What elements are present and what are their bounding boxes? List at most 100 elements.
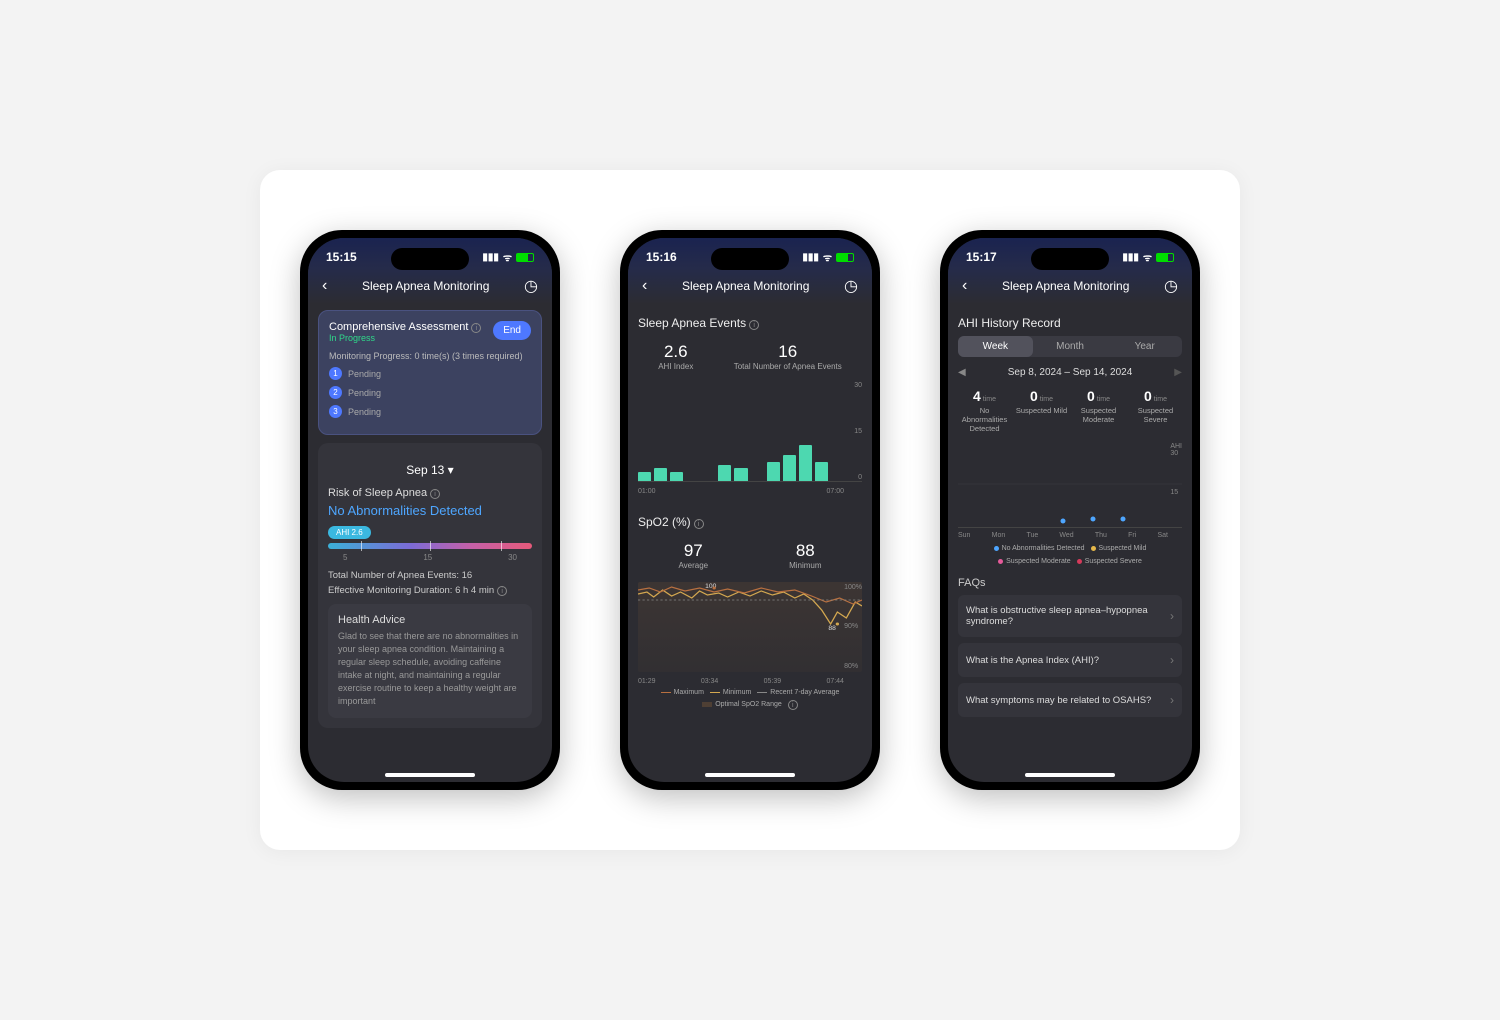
- risk-gradient: [328, 543, 532, 549]
- chevron-down-icon: ▾: [448, 463, 454, 477]
- chevron-right-icon: ›: [1170, 693, 1174, 707]
- faq-item[interactable]: What is the Apnea Index (AHI)?›: [958, 643, 1182, 677]
- notch: [711, 248, 789, 270]
- showcase-container: 15:15 ▮▮▮ ᯤ ‹ Sleep Apnea Monitoring ◷ C…: [260, 170, 1240, 850]
- info-icon[interactable]: i: [788, 700, 798, 710]
- phone-3: 15:17 ▮▮▮ ᯤ ‹ Sleep Apnea Monitoring ◷ AH…: [940, 230, 1200, 790]
- date-range: Sep 8, 2024 – Sep 14, 2024: [1008, 367, 1133, 378]
- prev-week-icon[interactable]: ◀: [958, 367, 966, 378]
- assessment-status: In Progress: [329, 333, 481, 343]
- events-x-axis: 01:0007:00: [638, 486, 862, 495]
- history-icon[interactable]: ◷: [1164, 276, 1178, 296]
- next-week-icon[interactable]: ▶: [1174, 367, 1182, 378]
- total-events-metric: 16 Total Number of Apnea Events: [734, 342, 842, 372]
- date-range-nav: ◀ Sep 8, 2024 – Sep 14, 2024 ▶: [958, 367, 1182, 378]
- home-indicator[interactable]: [1025, 773, 1115, 777]
- health-title: Health Advice: [338, 614, 522, 626]
- history-icon[interactable]: ◷: [844, 276, 858, 296]
- progress-line: Monitoring Progress: 0 time(s) (3 times …: [329, 351, 531, 361]
- signal-icon: ▮▮▮: [802, 252, 819, 263]
- nav-title: Sleep Apnea Monitoring: [362, 279, 489, 293]
- events-bar-chart: 30150: [638, 382, 862, 482]
- chevron-right-icon: ›: [1170, 653, 1174, 667]
- wifi-icon: ᯤ: [1143, 250, 1152, 264]
- battery-icon: [1156, 253, 1174, 262]
- duration: Effective Monitoring Duration: 6 h 4 min…: [328, 585, 532, 596]
- phone-2: 15:16 ▮▮▮ ᯤ ‹ Sleep Apnea Monitoring ◷ Sl…: [620, 230, 880, 790]
- phone-1: 15:15 ▮▮▮ ᯤ ‹ Sleep Apnea Monitoring ◷ C…: [300, 230, 560, 790]
- health-advice-card: Health Advice Glad to see that there are…: [328, 604, 532, 718]
- tab-month[interactable]: Month: [1033, 336, 1108, 357]
- back-icon[interactable]: ‹: [322, 277, 327, 295]
- wifi-icon: ᯤ: [823, 250, 832, 264]
- tab-week[interactable]: Week: [958, 336, 1033, 357]
- spo2-legend-2: Optimal SpO2 Rangei: [638, 700, 862, 710]
- back-icon[interactable]: ‹: [642, 277, 647, 295]
- assessment-card: Comprehensive Assessmenti In Progress En…: [318, 310, 542, 435]
- nav-bar: ‹ Sleep Apnea Monitoring ◷: [948, 268, 1192, 304]
- spo2-line-chart: 100%90%80% 100 88: [638, 582, 862, 672]
- history-title: AHI History Record: [958, 310, 1182, 336]
- date-selector[interactable]: Sep 13 ▾: [328, 463, 532, 477]
- info-icon[interactable]: i: [749, 320, 759, 330]
- risk-card: Sep 13 ▾ Risk of Sleep Apneai No Abnorma…: [318, 443, 542, 728]
- home-indicator[interactable]: [705, 773, 795, 777]
- health-body: Glad to see that there are no abnormalit…: [338, 630, 522, 708]
- risk-title: Risk of Sleep Apneai: [328, 487, 532, 499]
- end-button[interactable]: End: [493, 321, 531, 340]
- counts-row: 4 timeNo Abnormalities Detected0 timeSus…: [958, 388, 1182, 433]
- spo2-legend: Maximum Minimum Recent 7-day Average: [638, 689, 862, 696]
- back-icon[interactable]: ‹: [962, 277, 967, 295]
- spo2-x-axis: 01:2903:3405:3907:44: [638, 676, 862, 685]
- info-icon[interactable]: i: [471, 323, 481, 333]
- info-icon[interactable]: i: [497, 586, 507, 596]
- period-tabs: Week Month Year: [958, 336, 1182, 357]
- count-item: 4 timeNo Abnormalities Detected: [958, 388, 1011, 433]
- status-time: 15:16: [646, 250, 677, 264]
- history-icon[interactable]: ◷: [524, 276, 538, 296]
- signal-icon: ▮▮▮: [482, 252, 499, 263]
- ahi-pill: AHI 2.6: [328, 526, 371, 539]
- notch: [1031, 248, 1109, 270]
- spo2-min-metric: 88 Minimum: [789, 541, 821, 571]
- pending-item: 3Pending: [329, 405, 531, 418]
- ahi-metric: 2.6 AHI Index: [658, 342, 693, 372]
- info-icon[interactable]: i: [694, 519, 704, 529]
- spo2-svg: 100 88: [638, 582, 862, 672]
- pending-item: 1Pending: [329, 367, 531, 380]
- ahi-history-chart: AHI3015: [958, 443, 1182, 528]
- svg-text:88: 88: [828, 625, 836, 632]
- events-title: Sleep Apnea Eventsi: [638, 310, 862, 336]
- count-item: 0 timeSuspected Severe: [1129, 388, 1182, 433]
- pending-item: 2Pending: [329, 386, 531, 399]
- status-time: 15:15: [326, 250, 357, 264]
- status-time: 15:17: [966, 250, 997, 264]
- status-icons: ▮▮▮ ᯤ: [482, 250, 534, 264]
- count-item: 0 timeSuspected Mild: [1015, 388, 1068, 433]
- battery-icon: [836, 253, 854, 262]
- chevron-right-icon: ›: [1170, 609, 1174, 623]
- nav-title: Sleep Apnea Monitoring: [682, 279, 809, 293]
- notch: [391, 248, 469, 270]
- gradient-scale: 51530: [328, 553, 532, 562]
- count-item: 0 timeSuspected Moderate: [1072, 388, 1125, 433]
- nav-bar: ‹ Sleep Apnea Monitoring ◷: [628, 268, 872, 304]
- home-indicator[interactable]: [385, 773, 475, 777]
- battery-icon: [516, 253, 534, 262]
- faq-item[interactable]: What is obstructive sleep apnea–hypopnea…: [958, 595, 1182, 637]
- week-x-axis: SunMonTueWedThuFriSat: [958, 530, 1182, 539]
- nav-bar: ‹ Sleep Apnea Monitoring ◷: [308, 268, 552, 304]
- risk-result: No Abnormalities Detected: [328, 503, 532, 518]
- faq-item[interactable]: What symptoms may be related to OSAHS?›: [958, 683, 1182, 717]
- spo2-avg-metric: 97 Average: [678, 541, 708, 571]
- info-icon[interactable]: i: [430, 489, 440, 499]
- tab-year[interactable]: Year: [1107, 336, 1182, 357]
- faq-title: FAQs: [958, 577, 1182, 589]
- signal-icon: ▮▮▮: [1122, 252, 1139, 263]
- assessment-title: Comprehensive Assessment: [329, 321, 468, 333]
- nav-title: Sleep Apnea Monitoring: [1002, 279, 1129, 293]
- history-legend: No Abnormalities DetectedSuspected MildS…: [958, 545, 1182, 565]
- wifi-icon: ᯤ: [503, 250, 512, 264]
- spo2-title: SpO2 (%)i: [638, 509, 862, 535]
- total-events: Total Number of Apnea Events: 16: [328, 570, 532, 581]
